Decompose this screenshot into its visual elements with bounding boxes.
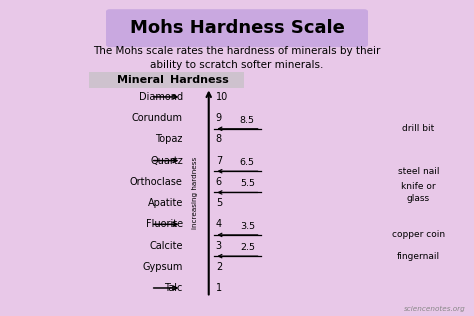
Text: 5.5: 5.5 bbox=[240, 179, 255, 188]
Text: 3.5: 3.5 bbox=[240, 222, 255, 231]
Text: Fluorite: Fluorite bbox=[146, 219, 183, 229]
Text: Talc: Talc bbox=[164, 283, 183, 293]
Text: Hardness: Hardness bbox=[170, 75, 228, 85]
Text: 10: 10 bbox=[216, 92, 228, 102]
Text: Calcite: Calcite bbox=[149, 240, 183, 251]
Text: Mohs Hardness Scale: Mohs Hardness Scale bbox=[129, 19, 345, 37]
Text: Diamond: Diamond bbox=[139, 92, 183, 102]
Text: Orthoclase: Orthoclase bbox=[130, 177, 183, 187]
Text: Mineral: Mineral bbox=[117, 75, 164, 85]
Text: The Mohs scale rates the hardness of minerals by their
ability to scratch softer: The Mohs scale rates the hardness of min… bbox=[93, 46, 381, 70]
FancyBboxPatch shape bbox=[106, 9, 368, 47]
Text: knife or
glass: knife or glass bbox=[401, 182, 436, 203]
Text: 7: 7 bbox=[216, 155, 222, 166]
Text: 9: 9 bbox=[216, 113, 222, 123]
Text: Quartz: Quartz bbox=[150, 155, 183, 166]
Text: 8: 8 bbox=[216, 134, 222, 144]
Text: increasing hardness: increasing hardness bbox=[191, 156, 198, 228]
Text: Gypsum: Gypsum bbox=[142, 262, 183, 272]
Text: 6: 6 bbox=[216, 177, 222, 187]
Text: fingernail: fingernail bbox=[397, 252, 440, 261]
Text: 5: 5 bbox=[216, 198, 222, 208]
FancyBboxPatch shape bbox=[89, 72, 244, 88]
Text: 1: 1 bbox=[216, 283, 222, 293]
Text: Topaz: Topaz bbox=[155, 134, 183, 144]
Text: 3: 3 bbox=[216, 240, 222, 251]
Text: 2: 2 bbox=[216, 262, 222, 272]
Text: sciencenotes.org: sciencenotes.org bbox=[404, 306, 465, 312]
Text: Corundum: Corundum bbox=[132, 113, 183, 123]
Text: 4: 4 bbox=[216, 219, 222, 229]
Text: 6.5: 6.5 bbox=[240, 158, 255, 167]
Text: steel nail: steel nail bbox=[398, 167, 439, 176]
Text: 2.5: 2.5 bbox=[240, 243, 255, 252]
Text: 8.5: 8.5 bbox=[240, 116, 255, 125]
Text: Apatite: Apatite bbox=[147, 198, 183, 208]
Text: drill bit: drill bit bbox=[402, 124, 435, 133]
Text: copper coin: copper coin bbox=[392, 230, 445, 240]
